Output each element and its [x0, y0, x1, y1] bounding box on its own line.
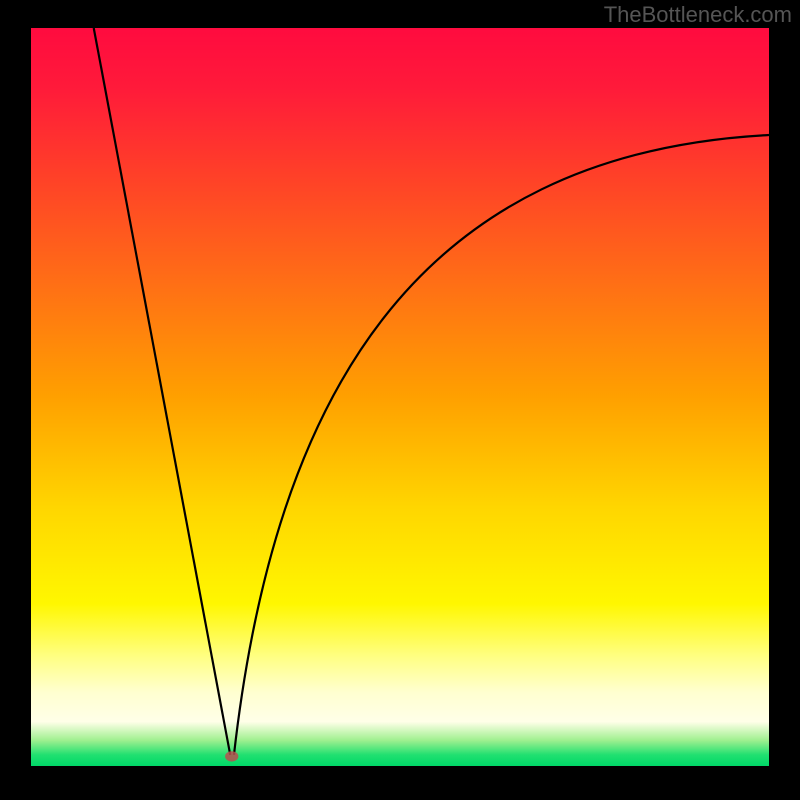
bottleneck-chart	[31, 28, 769, 766]
chart-background	[31, 28, 769, 766]
minimum-marker	[225, 751, 238, 761]
chart-svg	[31, 28, 769, 766]
watermark-text: TheBottleneck.com	[604, 2, 792, 28]
